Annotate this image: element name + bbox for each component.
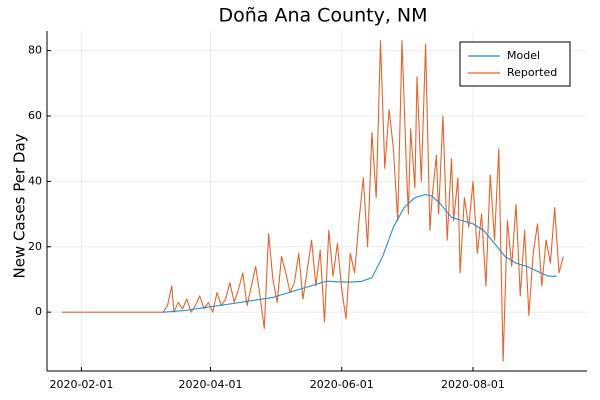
- x-tick-label: 2020-08-01: [441, 378, 505, 391]
- x-tick-label: 2020-06-01: [310, 378, 374, 391]
- series-layer: [62, 40, 564, 362]
- series-line-reported: [62, 40, 564, 362]
- x-tick-label: 2020-04-01: [179, 378, 243, 391]
- y-tick-label: 60: [28, 109, 42, 122]
- axes: 0 20 40 60 80 2020-02-01 2020-04-01 2020-06-01 2…: [28, 31, 587, 391]
- y-axis-label: New Cases Per Day: [11, 133, 29, 278]
- grid: [47, 31, 587, 371]
- y-tick-label: 40: [28, 174, 42, 187]
- series-line-model: [163, 193, 557, 313]
- x-tick-label: 2020-02-01: [49, 378, 113, 391]
- legend-label-reported: Reported: [507, 66, 557, 79]
- legend-label-model: Model: [507, 49, 540, 62]
- y-tick-label: 0: [35, 305, 42, 318]
- y-tick-label: 20: [28, 240, 42, 253]
- y-tick-label: 80: [28, 44, 42, 57]
- chart-title: Doña Ana County, NM: [218, 5, 427, 27]
- legend-box: [459, 41, 571, 87]
- legend: Model Reported: [459, 41, 571, 87]
